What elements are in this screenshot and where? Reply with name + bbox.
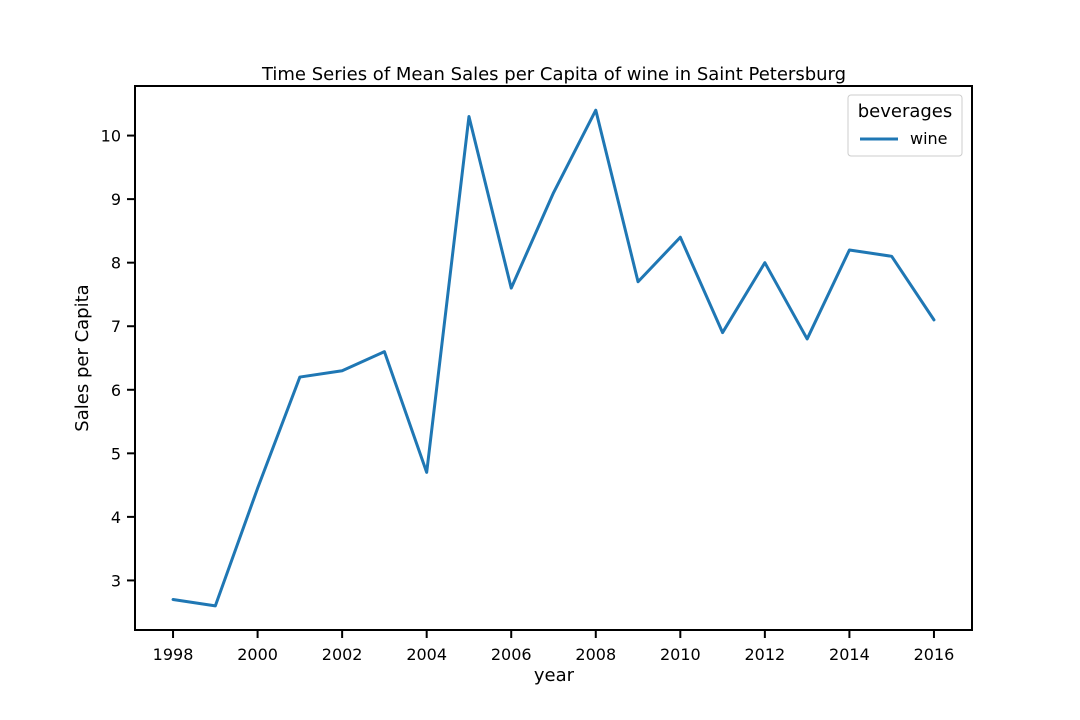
y-tick-label-10: 10 <box>101 127 121 146</box>
axes-frame <box>134 85 973 631</box>
legend: beverages wine <box>847 94 963 157</box>
data-point-wine-2010 <box>679 236 682 239</box>
legend-title: beverages <box>858 101 953 122</box>
data-point-wine-2007 <box>552 191 555 194</box>
x-tick-label-2000: 2000 <box>237 645 278 664</box>
y-tick-label-8: 8 <box>111 254 121 273</box>
y-tick-label-6: 6 <box>111 381 121 400</box>
plot-area <box>171 108 936 608</box>
x-tick-label-2010: 2010 <box>660 645 701 664</box>
data-point-wine-2011 <box>721 331 724 334</box>
y-tick-label-9: 9 <box>111 190 121 209</box>
data-point-wine-2009 <box>637 280 640 283</box>
y-tick-label-3: 3 <box>111 571 121 590</box>
data-point-wine-2013 <box>806 337 809 340</box>
data-point-wine-1998 <box>172 598 175 601</box>
data-point-wine-2005 <box>467 115 470 118</box>
x-tick-label-1998: 1998 <box>153 645 194 664</box>
data-point-wine-2004 <box>425 471 428 474</box>
data-point-wine-2000 <box>256 487 259 490</box>
data-point-wine-2008 <box>594 109 597 112</box>
chart-title: Time Series of Mean Sales per Capita of … <box>261 64 846 85</box>
x-tick-label-2008: 2008 <box>575 645 616 664</box>
data-point-wine-2003 <box>383 350 386 353</box>
data-point-wine-2016 <box>932 318 935 321</box>
x-axis-label: year <box>534 665 575 686</box>
data-point-wine-2001 <box>298 376 301 379</box>
legend-label-wine: wine <box>910 129 948 148</box>
data-point-wine-2015 <box>890 255 893 258</box>
x-tick-label-2016: 2016 <box>914 645 955 664</box>
series-line-wine <box>171 108 936 608</box>
data-point-wine-2002 <box>341 369 344 372</box>
x-tick-label-2002: 2002 <box>322 645 363 664</box>
y-tick-label-4: 4 <box>111 508 121 527</box>
axes: 1998 2000 2002 2004 2006 2008 2010 2012 2014 2016… <box>101 85 973 664</box>
x-tick-label-2006: 2006 <box>491 645 532 664</box>
data-point-wine-2006 <box>510 287 513 290</box>
data-point-wine-2014 <box>848 248 851 251</box>
y-tick-label-5: 5 <box>111 444 121 463</box>
x-tick-label-2012: 2012 <box>745 645 786 664</box>
legend-box <box>847 94 963 157</box>
data-point-wine-1999 <box>214 604 217 607</box>
x-tick-label-2014: 2014 <box>829 645 870 664</box>
y-axis-label: Sales per Capita <box>72 284 93 431</box>
y-tick-label-7: 7 <box>111 317 121 336</box>
x-tick-label-2004: 2004 <box>406 645 447 664</box>
data-point-wine-2012 <box>763 261 766 264</box>
